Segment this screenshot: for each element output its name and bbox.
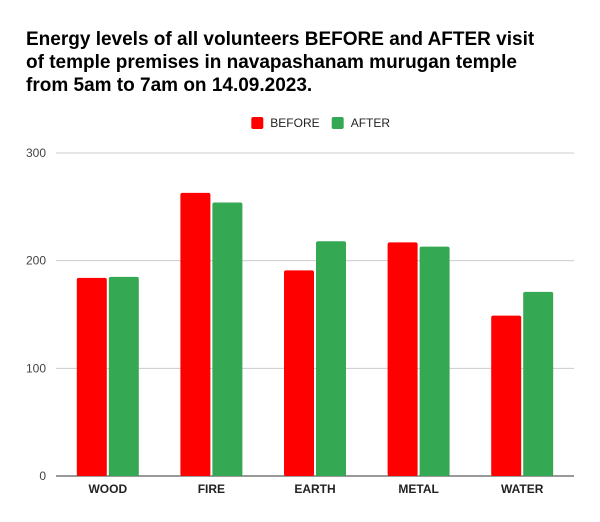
- legend-swatch-after: [331, 117, 344, 129]
- bar-after-fire: [212, 202, 243, 476]
- bar-before-metal: [387, 242, 418, 476]
- y-tick-label: 0: [39, 469, 46, 483]
- y-tick-label: 200: [26, 254, 46, 268]
- x-tick-label: FIRE: [198, 482, 225, 496]
- bar-after-wood: [108, 276, 139, 476]
- chart-title-line-3: from 5am to 7am on 14.09.2023.: [26, 75, 313, 96]
- bar-after-water: [523, 291, 554, 476]
- bar-before-wood: [76, 277, 107, 476]
- bar-before-fire: [180, 192, 211, 476]
- bar-after-earth: [316, 241, 346, 476]
- bar-before-earth: [284, 270, 314, 476]
- chart-title-line-2: of temple premises in navapashanam murug…: [26, 52, 517, 73]
- bar-before-water: [491, 315, 522, 476]
- legend-label-after: AFTER: [351, 116, 391, 130]
- x-tick-label: EARTH: [294, 482, 335, 496]
- x-tick-label: WOOD: [88, 482, 127, 496]
- x-tick-label: WATER: [501, 482, 544, 496]
- bar-after-metal: [419, 246, 450, 476]
- x-tick-label: METAL: [398, 482, 438, 496]
- legend-label-before: BEFORE: [270, 116, 319, 130]
- y-tick-label: 100: [26, 361, 46, 375]
- legend-swatch-before: [251, 117, 264, 129]
- y-tick-label: 300: [26, 146, 46, 160]
- chart-title-line-1: Energy levels of all volunteers BEFORE a…: [26, 29, 535, 50]
- chart-title: Energy levels of all volunteers BEFORE a…: [26, 28, 586, 97]
